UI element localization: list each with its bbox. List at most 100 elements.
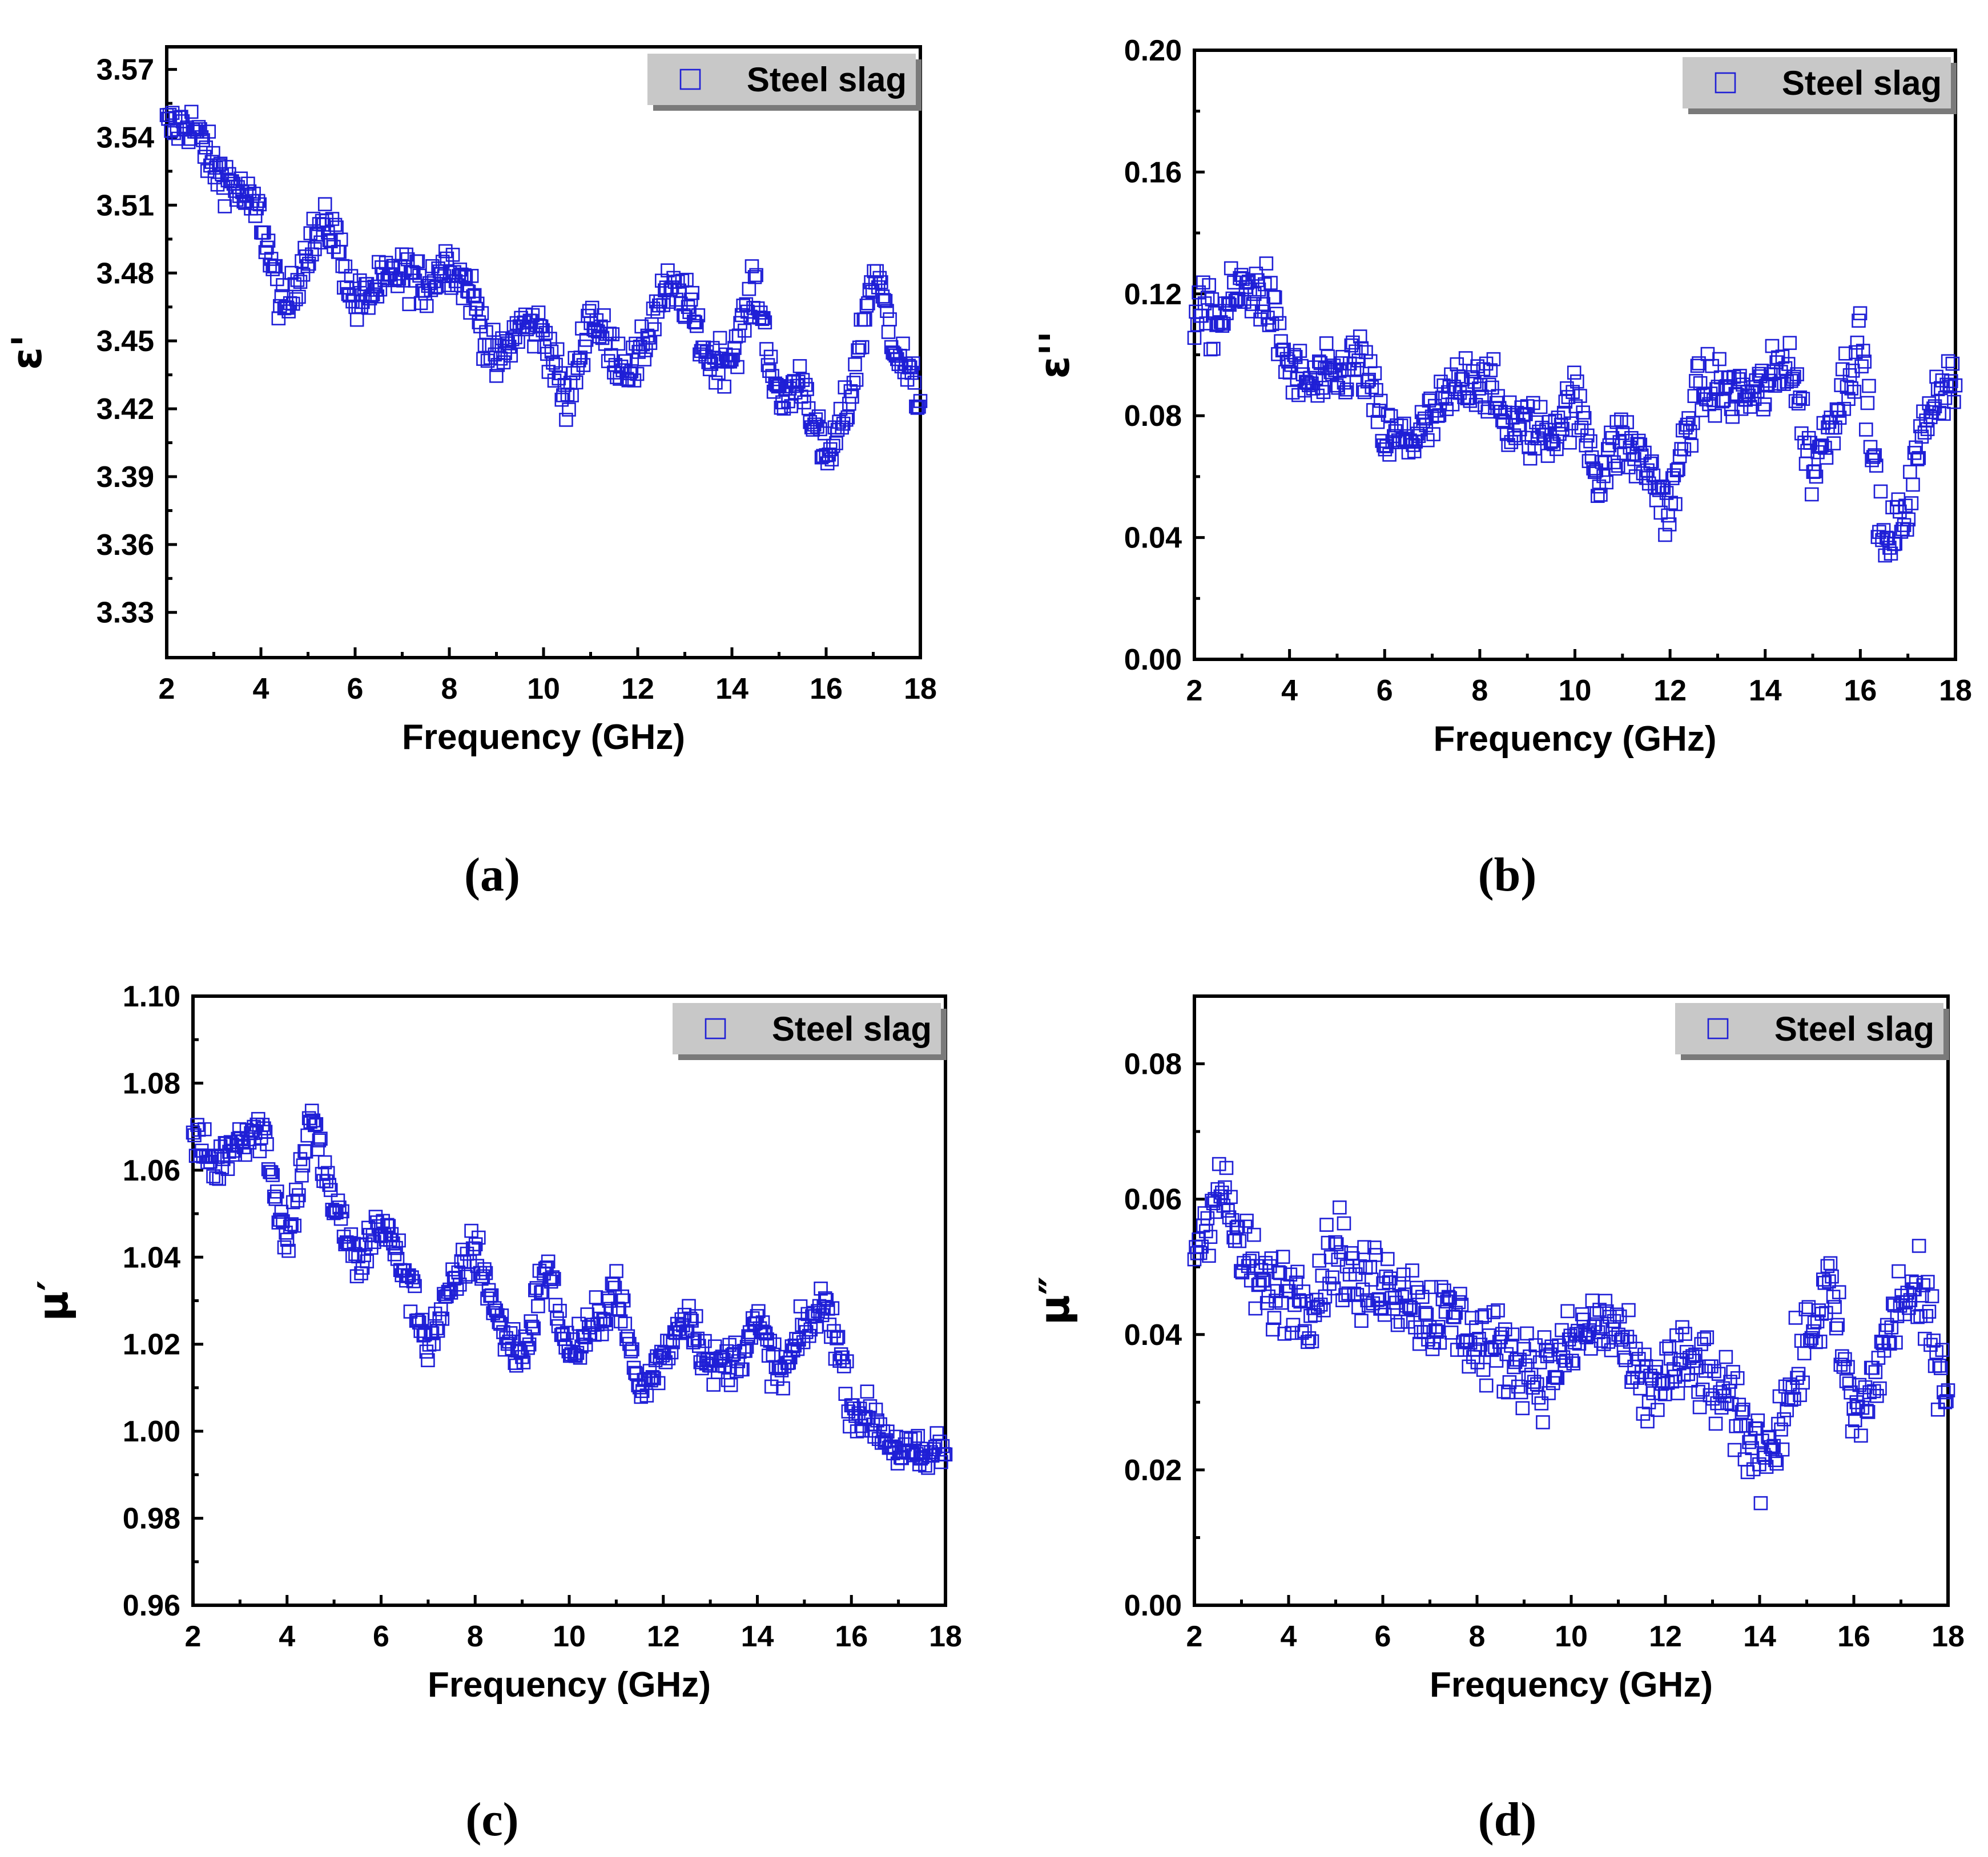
data-point bbox=[896, 336, 910, 351]
data-point bbox=[317, 197, 332, 211]
data-point bbox=[1407, 444, 1422, 458]
data-point bbox=[739, 1339, 754, 1354]
data-point bbox=[1284, 357, 1298, 372]
data-point bbox=[839, 412, 854, 427]
x-tick-label: 18 bbox=[1939, 674, 1972, 707]
data-point bbox=[1296, 1284, 1311, 1299]
data-point bbox=[1337, 1216, 1351, 1231]
data-point bbox=[1516, 408, 1530, 422]
data-point bbox=[464, 269, 479, 283]
data-point bbox=[1312, 1254, 1327, 1268]
data-point bbox=[1219, 1161, 1234, 1175]
x-tick-label: 18 bbox=[1931, 1620, 1965, 1653]
x-tick-label: 12 bbox=[1649, 1620, 1682, 1653]
data-point bbox=[768, 376, 782, 391]
data-point bbox=[1508, 1355, 1523, 1369]
data-point bbox=[808, 412, 823, 426]
data-point bbox=[589, 1290, 603, 1304]
data-point bbox=[1756, 402, 1770, 417]
data-point bbox=[1453, 1287, 1467, 1301]
data-point bbox=[1221, 296, 1236, 311]
data-point bbox=[751, 1304, 766, 1319]
data-point bbox=[323, 1183, 338, 1197]
data-point bbox=[1397, 416, 1411, 431]
y-tick-label: 1.10 bbox=[123, 980, 180, 1013]
data-point bbox=[269, 1185, 284, 1199]
data-point bbox=[1735, 1405, 1749, 1419]
y-tick-label: 3.54 bbox=[96, 122, 154, 155]
data-point bbox=[458, 1270, 473, 1284]
data-point bbox=[929, 1426, 944, 1440]
data-point bbox=[583, 1326, 598, 1340]
data-point bbox=[1353, 329, 1367, 344]
data-point bbox=[1495, 413, 1510, 428]
data-point bbox=[647, 1371, 661, 1385]
data-point bbox=[1515, 1401, 1530, 1416]
data-point bbox=[1476, 1363, 1491, 1377]
data-point bbox=[612, 1303, 626, 1317]
data-point bbox=[494, 1308, 509, 1323]
data-point bbox=[623, 366, 637, 381]
data-point bbox=[1548, 1369, 1563, 1384]
x-tick-label: 10 bbox=[1555, 1620, 1588, 1653]
data-point bbox=[1828, 420, 1842, 435]
data-series-steel-slag bbox=[159, 104, 928, 470]
data-point bbox=[860, 1384, 875, 1399]
data-point bbox=[432, 264, 447, 279]
x-tick-label: 12 bbox=[647, 1620, 680, 1653]
y-tick-label: 0.00 bbox=[1124, 643, 1182, 676]
data-point bbox=[1526, 396, 1540, 410]
data-point bbox=[1502, 395, 1517, 410]
data-point bbox=[219, 160, 234, 174]
data-point bbox=[1367, 366, 1382, 381]
data-point bbox=[1819, 450, 1834, 465]
data-point bbox=[881, 325, 896, 339]
y-tick-label: 0.00 bbox=[1124, 1589, 1182, 1622]
data-point bbox=[1534, 1396, 1549, 1411]
data-point bbox=[435, 1311, 450, 1326]
data-point bbox=[935, 1439, 950, 1453]
data-point bbox=[906, 356, 920, 370]
data-point bbox=[1750, 1413, 1765, 1428]
data-point bbox=[1649, 1359, 1664, 1374]
data-point bbox=[1697, 1332, 1712, 1347]
data-point bbox=[1454, 1298, 1469, 1312]
data-point bbox=[1939, 377, 1954, 392]
data-point bbox=[1838, 1352, 1852, 1367]
data-point bbox=[1678, 1327, 1692, 1341]
data-point bbox=[1903, 1293, 1918, 1307]
data-point bbox=[281, 304, 296, 319]
data-point bbox=[689, 1309, 703, 1323]
data-point bbox=[934, 1455, 948, 1469]
data-point bbox=[1856, 344, 1870, 358]
data-point bbox=[264, 252, 279, 266]
data-point bbox=[1822, 1274, 1836, 1288]
data-point bbox=[220, 1162, 235, 1177]
y-tick-label: 3.48 bbox=[96, 257, 154, 290]
data-point bbox=[606, 1277, 621, 1292]
data-point bbox=[813, 422, 827, 437]
data-point bbox=[848, 357, 862, 372]
data-series-steel-slag bbox=[1187, 1157, 1955, 1510]
data-point bbox=[547, 1272, 561, 1286]
data-point bbox=[1900, 522, 1914, 537]
data-point bbox=[1724, 1397, 1739, 1412]
panel-d: 2 4 6 8 10 12 14 16 18 0.00 0.02 0.04 0.06 0.08 Freque… bbox=[1031, 994, 1965, 1846]
x-tick-label: 2 bbox=[159, 672, 175, 706]
x-tick-label: 14 bbox=[1743, 1620, 1776, 1653]
data-point bbox=[1668, 497, 1683, 511]
data-point bbox=[1919, 1309, 1934, 1323]
data-point bbox=[715, 1350, 730, 1364]
data-point bbox=[690, 1331, 705, 1346]
data-point bbox=[1390, 1318, 1405, 1332]
data-point bbox=[1372, 404, 1386, 418]
plot-frame bbox=[165, 45, 922, 659]
data-point bbox=[1536, 1415, 1550, 1429]
data-point bbox=[1937, 1385, 1951, 1400]
data-point bbox=[1734, 401, 1749, 416]
data-point bbox=[508, 330, 522, 345]
data-point bbox=[222, 167, 236, 182]
data-point bbox=[1355, 1282, 1370, 1297]
data-point bbox=[1558, 1358, 1572, 1373]
data-point bbox=[1777, 1412, 1791, 1427]
